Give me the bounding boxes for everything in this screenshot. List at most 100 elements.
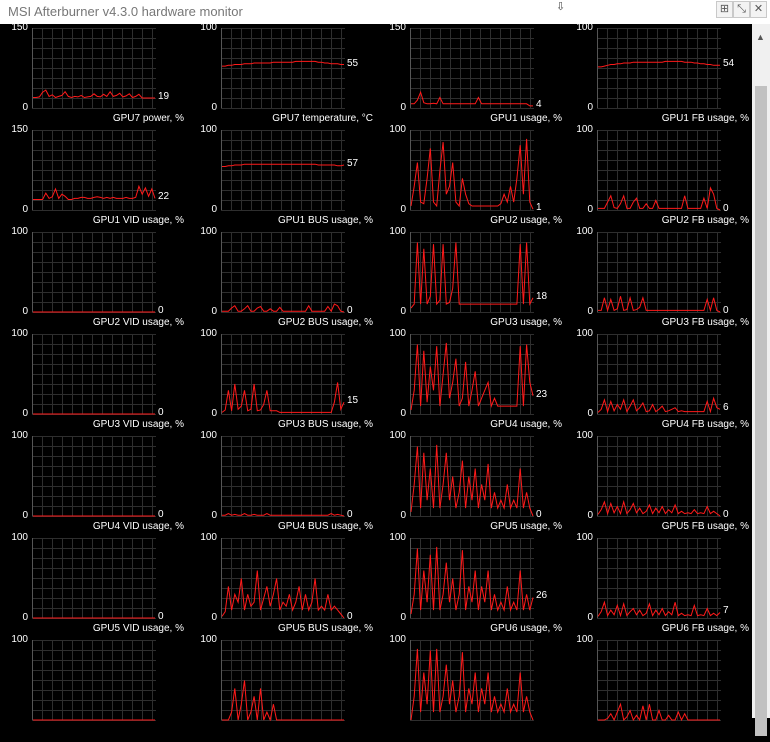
y-axis-min: 0 bbox=[587, 510, 593, 521]
graph-line bbox=[598, 295, 721, 313]
graph-panel: 100 0 23 GPU4 usage, % bbox=[389, 328, 570, 436]
graph-panel: 100 0 0 GPU2 FB usage, % bbox=[576, 124, 757, 232]
graph-label: GPU3 usage, % bbox=[490, 317, 562, 328]
y-axis-max: 100 bbox=[389, 634, 406, 645]
current-value: 4 bbox=[536, 98, 542, 110]
graph-panel: 100 0 0 GPU4 BUS usage, % bbox=[200, 430, 381, 538]
graph-plot bbox=[221, 538, 345, 619]
y-axis-min: 0 bbox=[211, 204, 217, 215]
current-value: 55 bbox=[347, 57, 359, 69]
graph-panel: 100 0 7 GPU6 FB usage, % bbox=[576, 532, 757, 640]
y-axis-min: 0 bbox=[22, 102, 28, 113]
current-value: 0 bbox=[158, 611, 164, 622]
graph-label: GPU3 FB usage, % bbox=[661, 317, 749, 328]
graph-plot bbox=[597, 436, 721, 517]
y-axis-max: 100 bbox=[11, 532, 28, 543]
y-axis-max: 100 bbox=[576, 226, 593, 237]
y-axis-min: 0 bbox=[22, 306, 28, 317]
graph-label: GPU2 VID usage, % bbox=[92, 317, 184, 328]
graph-label: GPU4 BUS usage, % bbox=[277, 521, 373, 532]
graph-panel: 150 0 19 GPU7 power, % bbox=[11, 22, 192, 130]
y-axis-min: 0 bbox=[400, 510, 406, 521]
y-axis-max: 100 bbox=[389, 430, 406, 441]
current-value: 0 bbox=[347, 509, 353, 520]
graph-panel: 100 bbox=[11, 634, 192, 742]
graph-line bbox=[222, 513, 345, 517]
graph-label: GPU2 BUS usage, % bbox=[277, 317, 373, 328]
y-axis-min: 0 bbox=[211, 102, 217, 113]
y-axis-min: 0 bbox=[400, 306, 406, 317]
graph-panel: 100 0 0 GPU5 VID usage, % bbox=[11, 532, 192, 640]
y-axis-max: 100 bbox=[576, 532, 593, 543]
current-value: 0 bbox=[536, 509, 542, 520]
y-axis-min: 0 bbox=[587, 612, 593, 623]
y-axis-min: 0 bbox=[22, 612, 28, 623]
graph-panel: 100 0 0 GPU5 BUS usage, % bbox=[200, 532, 381, 640]
y-axis-min: 0 bbox=[211, 306, 217, 317]
y-axis-max: 150 bbox=[11, 22, 28, 33]
graph-line bbox=[597, 396, 721, 414]
graph-panel: 100 bbox=[200, 634, 381, 742]
vertical-scrollbar[interactable]: ▲ bbox=[752, 24, 770, 736]
graph-panel: 100 0 0 GPU2 VID usage, % bbox=[11, 226, 192, 334]
graph-label: GPU3 BUS usage, % bbox=[277, 419, 373, 430]
y-axis-max: 100 bbox=[576, 634, 593, 645]
y-axis-max: 100 bbox=[200, 634, 217, 645]
graph-plot bbox=[32, 232, 156, 313]
graph-panel: 100 0 0 GPU5 usage, % bbox=[389, 430, 570, 538]
graph-label: GPU5 usage, % bbox=[490, 521, 562, 532]
scrollbar-thumb[interactable] bbox=[755, 86, 767, 736]
y-axis-max: 100 bbox=[389, 226, 406, 237]
graph-panel: 100 0 54 GPU1 FB usage, % bbox=[576, 22, 757, 130]
current-value: 18 bbox=[536, 290, 548, 302]
graph-plot bbox=[597, 640, 721, 721]
current-value: 0 bbox=[347, 611, 353, 622]
close-icon[interactable]: ✕ bbox=[750, 1, 767, 18]
graph-plot bbox=[410, 130, 534, 211]
current-value: 26 bbox=[536, 590, 548, 602]
graph-panel: 100 0 18 GPU3 usage, % bbox=[389, 226, 570, 334]
restore-icon[interactable]: ⤡ bbox=[733, 1, 750, 18]
graph-label: GPU1 VID usage, % bbox=[92, 215, 184, 226]
resize-icon[interactable]: ⊞ bbox=[716, 1, 733, 18]
graph-plot bbox=[32, 28, 156, 109]
graph-plot bbox=[221, 640, 345, 721]
graph-label: GPU2 usage, % bbox=[490, 215, 562, 226]
graph-panel: 100 0 55 GPU7 temperature, °C bbox=[200, 22, 381, 130]
window-title: MSI Afterburner v4.3.0 hardware monitor bbox=[8, 4, 243, 19]
graph-plot bbox=[221, 436, 345, 517]
cursor-icon: ⇩ bbox=[556, 1, 566, 13]
y-axis-max: 100 bbox=[11, 634, 28, 645]
graph-plot bbox=[32, 130, 156, 211]
graph-plot bbox=[32, 538, 156, 619]
current-value: 1 bbox=[536, 202, 542, 214]
graph-label: GPU5 BUS usage, % bbox=[277, 623, 373, 634]
graph-plot bbox=[410, 538, 534, 619]
graph-line bbox=[410, 444, 534, 517]
graph-panel: 100 0 1 GPU2 usage, % bbox=[389, 124, 570, 232]
y-axis-min: 0 bbox=[22, 204, 28, 215]
current-value: 54 bbox=[723, 58, 735, 70]
y-axis-max: 150 bbox=[389, 22, 406, 33]
graph-panel: 100 0 0 GPU3 VID usage, % bbox=[11, 328, 192, 436]
graph-line bbox=[222, 60, 344, 67]
graph-label: GPU4 FB usage, % bbox=[661, 419, 749, 430]
y-axis-min: 0 bbox=[587, 408, 593, 419]
graph-plot bbox=[32, 334, 156, 415]
y-axis-min: 0 bbox=[400, 612, 406, 623]
graph-panel: 150 0 4 GPU1 usage, % bbox=[389, 22, 570, 130]
graph-plot bbox=[221, 28, 345, 109]
scroll-up-arrow-icon[interactable]: ▲ bbox=[756, 32, 765, 42]
current-value: 15 bbox=[347, 395, 359, 407]
graph-line bbox=[33, 89, 155, 99]
y-axis-max: 100 bbox=[200, 226, 217, 237]
y-axis-max: 150 bbox=[11, 124, 28, 135]
graph-panel: 100 0 6 GPU4 FB usage, % bbox=[576, 328, 757, 436]
graph-plot bbox=[410, 436, 534, 517]
y-axis-min: 0 bbox=[211, 408, 217, 419]
y-axis-max: 100 bbox=[200, 22, 217, 33]
current-value: 57 bbox=[347, 157, 359, 169]
y-axis-min: 0 bbox=[211, 612, 217, 623]
current-value: 23 bbox=[536, 388, 548, 400]
graph-panel: 100 0 0 GPU2 BUS usage, % bbox=[200, 226, 381, 334]
